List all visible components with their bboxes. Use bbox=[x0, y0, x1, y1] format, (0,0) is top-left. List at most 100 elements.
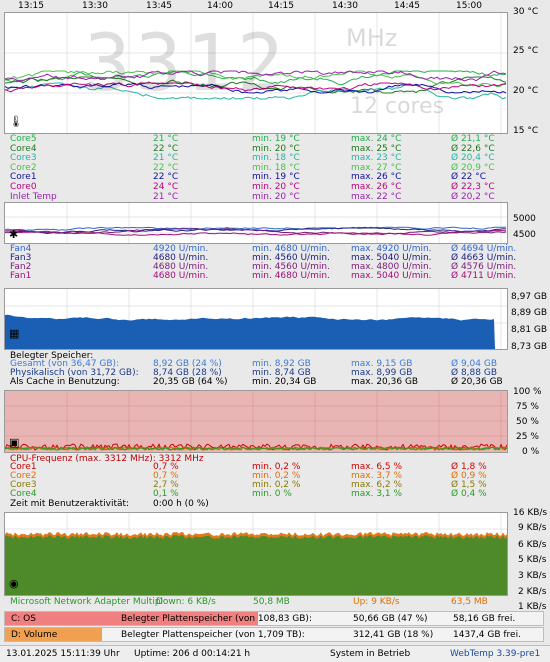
cpu-scale-label: 0 % bbox=[522, 447, 540, 457]
series-line bbox=[5, 229, 507, 236]
sensor-name: Gesamt (von 36,47 GB): bbox=[10, 359, 120, 369]
sensor-min: min. 0,2 % bbox=[252, 480, 301, 490]
sensor-avg: Ø 1,5 % bbox=[451, 480, 487, 490]
temp-scale-label: 30 °C bbox=[513, 7, 539, 17]
sensor-name: Core3 bbox=[10, 480, 37, 490]
cpu-scale-label: 100 % bbox=[513, 387, 542, 397]
disk-row-c: C: OS Belegter Plattenspeicher (von 108,… bbox=[4, 611, 544, 626]
cpu-icon: ▣ bbox=[9, 436, 20, 449]
sensor-avg: Ø 20,4 °C bbox=[451, 153, 495, 164]
sensor-current: 0,1 % bbox=[153, 489, 179, 499]
sensor-current: 0,7 % bbox=[153, 471, 179, 481]
sensor-avg: Ø 22 °C bbox=[451, 172, 487, 183]
watermark-cores: 12 cores bbox=[350, 94, 445, 119]
sensor-name: Core5 bbox=[10, 134, 37, 144]
network-up-total: 63,5 MB bbox=[451, 597, 488, 607]
disk-row-d: D: Volume Belegter Plattenspeicher (von … bbox=[4, 627, 544, 642]
memory-title: Belegter Speicher: bbox=[10, 351, 94, 361]
disk-free: 1437,4 GB frei. bbox=[453, 630, 521, 640]
sensor-current: 4680 U/min. bbox=[153, 253, 209, 263]
disk-name: D: Volume bbox=[11, 630, 58, 640]
sensor-name: Core4 bbox=[10, 143, 37, 154]
sensor-min: min. 8,92 GB bbox=[252, 359, 311, 369]
status-state: System in Betrieb bbox=[330, 649, 411, 659]
series-line bbox=[5, 446, 507, 451]
disk-free: 58,16 GB frei. bbox=[453, 614, 516, 624]
sensor-current: 4680 U/min. bbox=[153, 271, 209, 281]
sensor-avg: Ø 20,2 °C bbox=[451, 191, 495, 202]
sensor-avg: Ø 0,4 % bbox=[451, 489, 487, 499]
sensor-current: 21 °C bbox=[153, 134, 179, 144]
net-scale-label: 5 KB/s bbox=[518, 555, 547, 565]
sensor-name: Core0 bbox=[10, 182, 37, 192]
sensor-current: 2,7 % bbox=[153, 480, 179, 490]
sensor-current: 4680 U/min. bbox=[153, 262, 209, 272]
sensor-avg: Ø 4663 U/min. bbox=[451, 253, 517, 263]
sensor-avg: Ø 20,9 °C bbox=[451, 162, 495, 173]
sensor-min: min. 19 °C bbox=[252, 134, 300, 144]
sensor-max: max. 8,99 GB bbox=[351, 368, 413, 378]
disk-used: 312,41 GB (18 %) bbox=[353, 630, 434, 640]
sensor-current: 8,92 GB (24 %) bbox=[153, 359, 222, 369]
sensor-max: max. 6,5 % bbox=[351, 462, 403, 472]
memory-scale-label: 8,81 GB bbox=[511, 325, 548, 335]
sensor-name: Physikalisch (von 31,72 GB): bbox=[10, 368, 139, 378]
sensor-max: max. 23 °C bbox=[351, 153, 402, 164]
sensor-current: 4920 U/min. bbox=[153, 244, 209, 254]
cpu-scale-label: 25 % bbox=[516, 432, 539, 442]
net-scale-label: 3 KB/s bbox=[518, 571, 547, 581]
series-line bbox=[5, 76, 507, 94]
sensor-name: Als Cache in Benutzung: bbox=[10, 377, 120, 387]
sensor-name: Core1 bbox=[10, 462, 37, 472]
sensor-max: max. 22 °C bbox=[351, 191, 402, 202]
sensor-avg: Ø 4576 U/min. bbox=[451, 262, 517, 272]
status-bar: 13.01.2025 15:11:39 Uhr Uptime: 206 d 00… bbox=[0, 645, 550, 662]
sensor-name: Fan3 bbox=[10, 253, 32, 263]
time-label: 13:15 bbox=[18, 1, 44, 11]
sensor-max: max. 3,7 % bbox=[351, 471, 403, 481]
sensor-max: max. 24 °C bbox=[351, 134, 402, 144]
sensor-avg: Ø 4711 U/min. bbox=[451, 271, 517, 281]
memory-area bbox=[5, 314, 495, 349]
time-label: 13:45 bbox=[146, 1, 172, 11]
time-label: 15:00 bbox=[456, 1, 482, 11]
sensor-max: max. 26 °C bbox=[351, 182, 402, 192]
sensor-min: min. 0,2 % bbox=[252, 471, 301, 481]
net-scale-label: 6 KB/s bbox=[518, 540, 547, 550]
sensor-current: 22 °C bbox=[153, 143, 179, 154]
network-up-rate: Up: 9 KB/s bbox=[353, 597, 400, 607]
disk-name: C: OS bbox=[11, 614, 36, 624]
sensor-max: max. 5040 U/min. bbox=[351, 253, 432, 263]
memory-chart bbox=[5, 289, 507, 349]
time-label: 14:00 bbox=[207, 1, 233, 11]
version-link[interactable]: WebTemp 3.39-pre1 bbox=[450, 649, 541, 659]
sensor-avg: Ø 1,8 % bbox=[451, 462, 487, 472]
sensor-max: max. 4920 U/min. bbox=[351, 244, 432, 254]
sensor-name: Inlet Temp bbox=[10, 191, 57, 202]
sensor-name: Fan4 bbox=[10, 244, 32, 254]
sensor-avg: Ø 22,3 °C bbox=[451, 182, 495, 192]
temperature-chart bbox=[5, 13, 507, 133]
network-down-rate: Down: 6 KB/s bbox=[156, 597, 216, 607]
network-icon: ◉ bbox=[9, 577, 19, 590]
sensor-max: max. 20,36 GB bbox=[351, 377, 419, 387]
cpu-chart bbox=[5, 391, 507, 452]
sensor-min: min. 20,34 GB bbox=[252, 377, 317, 387]
sensor-max: max. 26 °C bbox=[351, 172, 402, 183]
series-line bbox=[5, 70, 507, 86]
fan-scale-label: 5000 bbox=[513, 214, 536, 224]
sensor-min: min. 4560 U/min. bbox=[252, 253, 330, 263]
sensor-max: max. 25 °C bbox=[351, 143, 402, 154]
sensor-min: min. 18 °C bbox=[252, 162, 300, 173]
sensor-avg: Ø 21,1 °C bbox=[451, 134, 495, 144]
time-label: 13:30 bbox=[82, 1, 108, 11]
sensor-min: min. 20 °C bbox=[252, 143, 300, 154]
status-uptime: Uptime: 206 d 00:14:21 h bbox=[134, 649, 251, 659]
network-graph bbox=[4, 512, 508, 596]
network-down-total: 50,8 MB bbox=[253, 597, 290, 607]
network-down-area bbox=[5, 535, 507, 595]
sensor-min: min. 4680 U/min. bbox=[252, 244, 330, 254]
temp-scale-label: 15 °C bbox=[513, 126, 539, 136]
cpu-scale-label: 50 % bbox=[516, 417, 539, 427]
sensor-max: max. 6,2 % bbox=[351, 480, 403, 490]
